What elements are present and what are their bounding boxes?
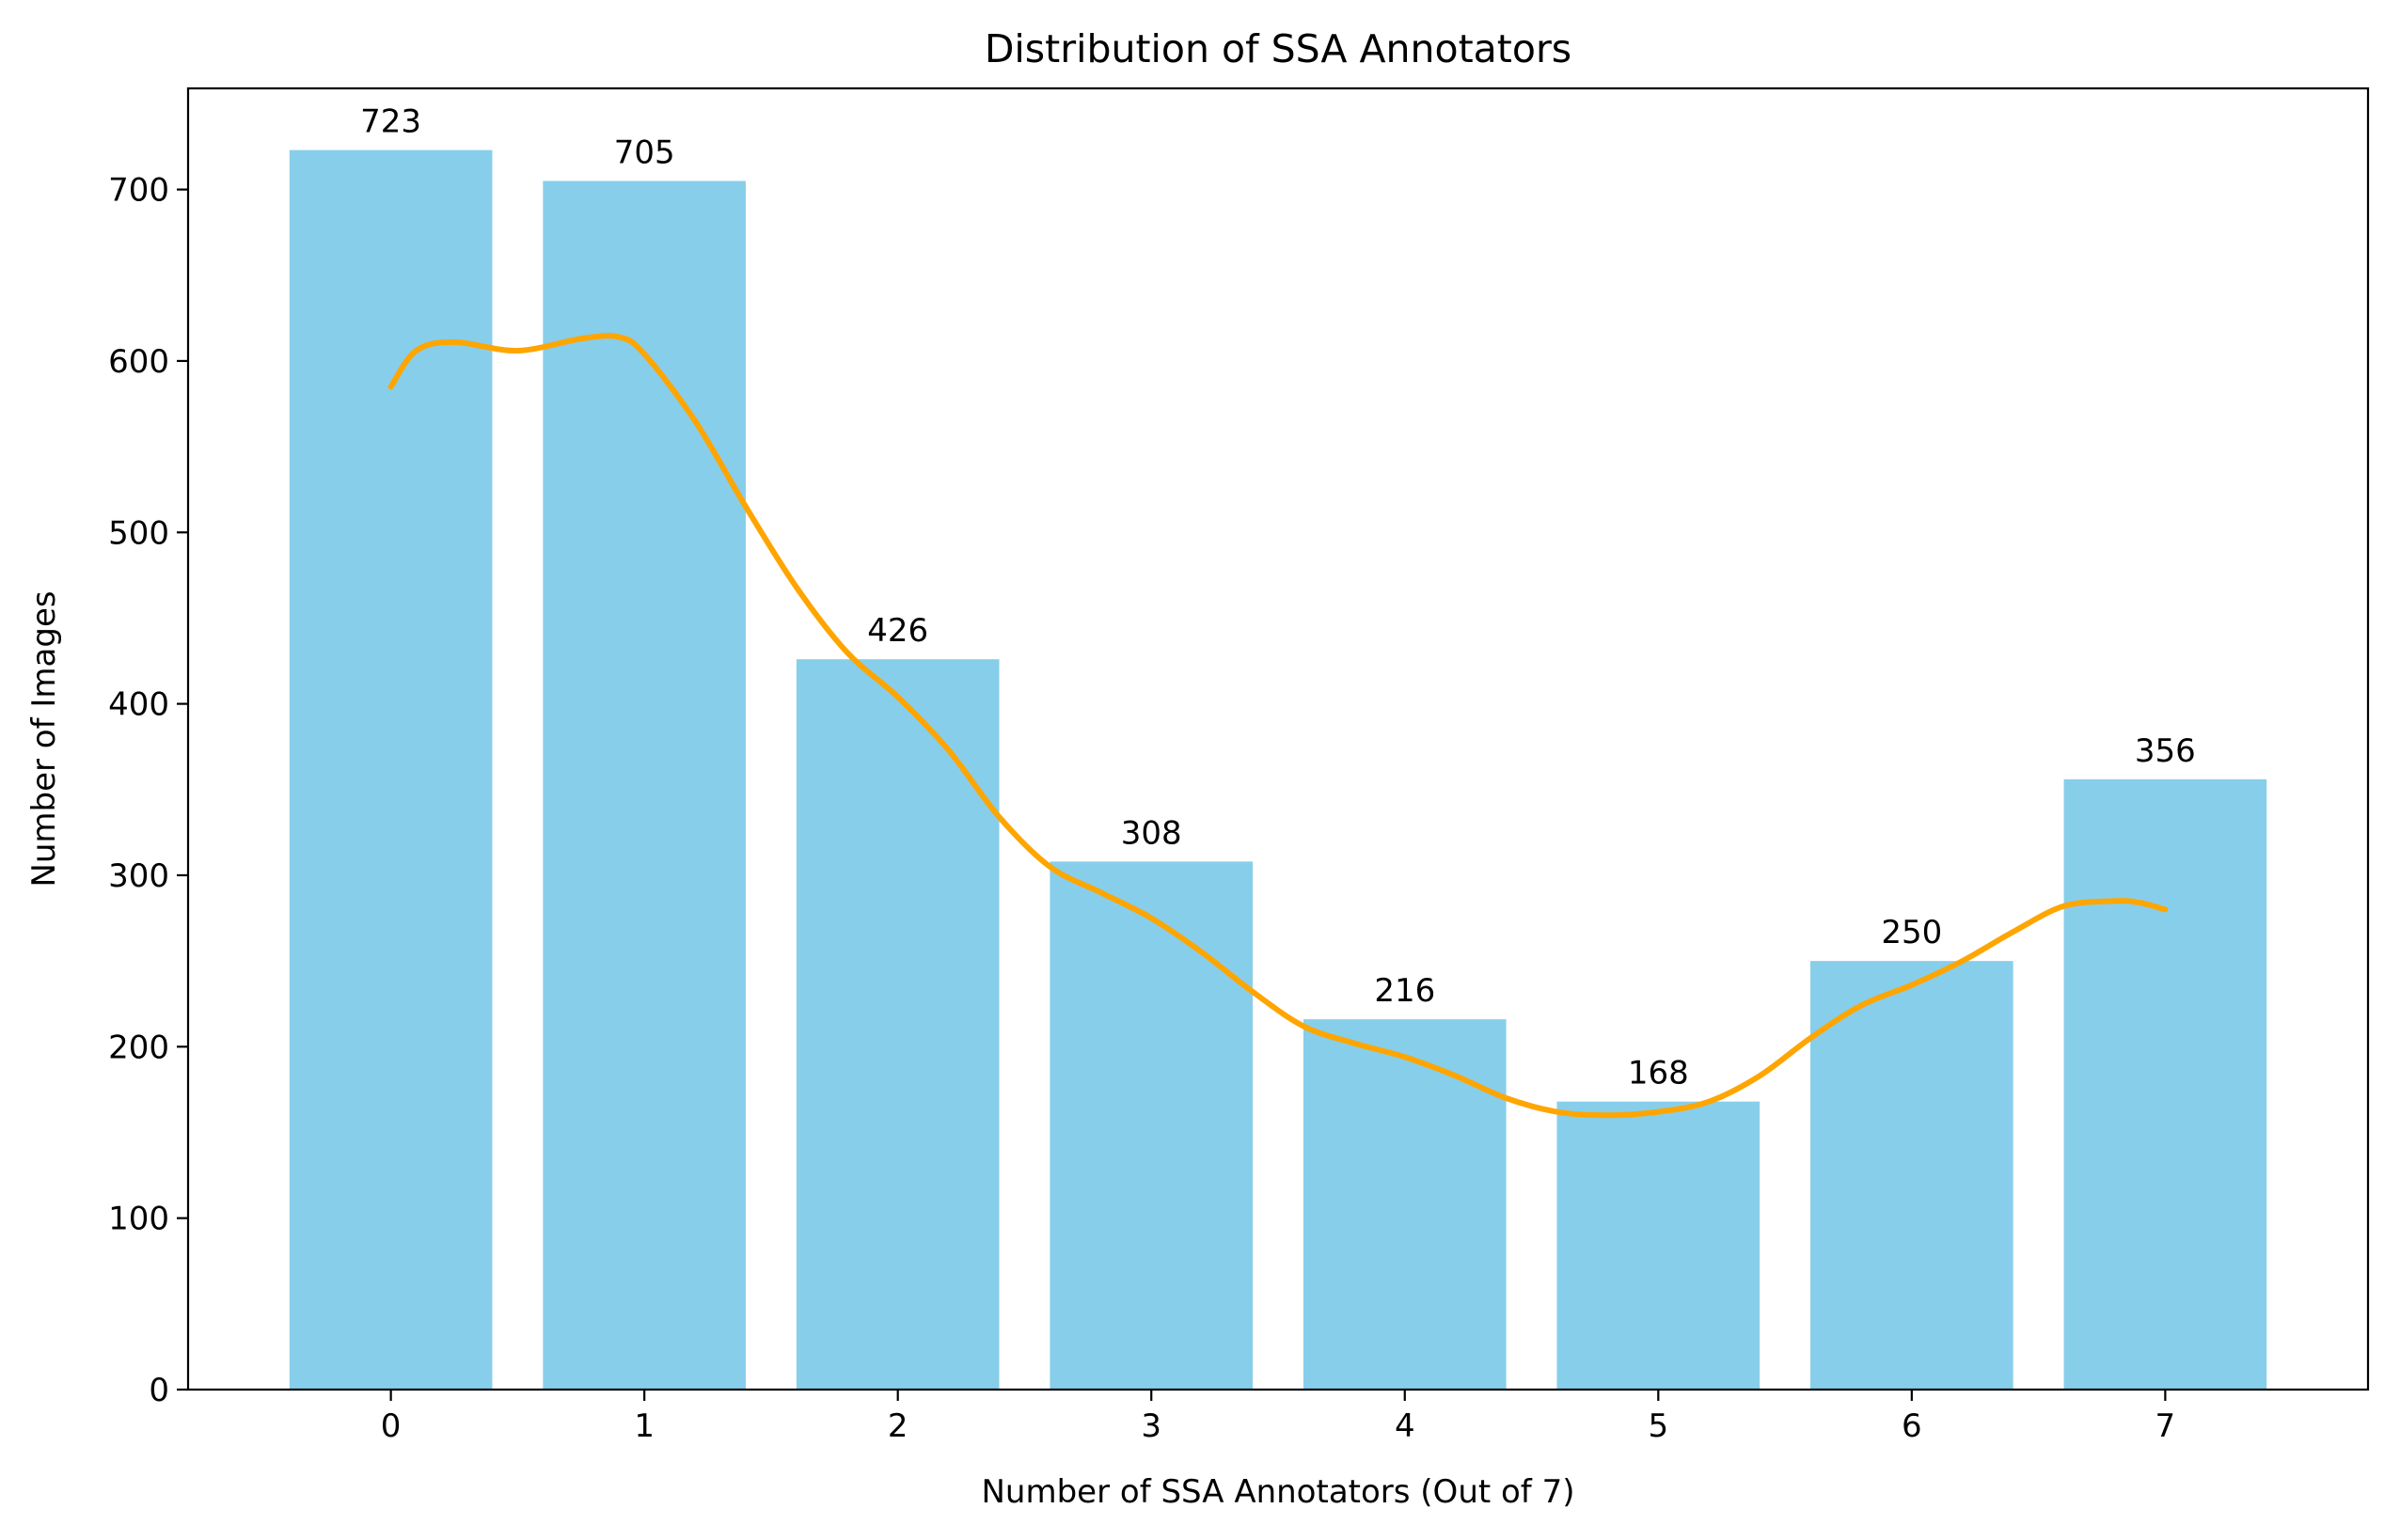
data-label-7: 356 bbox=[2135, 732, 2196, 770]
x-tick-label-0: 0 bbox=[381, 1407, 402, 1445]
bar-4 bbox=[1303, 1019, 1507, 1390]
y-tick-label-0: 0 bbox=[149, 1372, 169, 1409]
y-tick-label-600: 600 bbox=[108, 343, 169, 381]
plot-frame bbox=[186, 86, 2370, 1391]
data-label-5: 168 bbox=[1628, 1055, 1689, 1092]
x-tick-label-2: 2 bbox=[888, 1407, 908, 1445]
y-axis-label: Number of Images bbox=[25, 590, 63, 887]
x-axis-label: Number of SSA Annotators (Out of 7) bbox=[982, 1473, 1575, 1511]
y-tick-label-700: 700 bbox=[108, 172, 169, 210]
x-tick-label-7: 7 bbox=[2155, 1407, 2176, 1445]
y-ticks-group: 0 100 200 300 400 500 600 700 bbox=[108, 172, 188, 1409]
y-tick-label-100: 100 bbox=[108, 1201, 169, 1238]
x-tick-label-1: 1 bbox=[634, 1407, 655, 1445]
data-label-2: 426 bbox=[867, 612, 928, 650]
x-tick-label-4: 4 bbox=[1395, 1407, 1415, 1445]
bar-7 bbox=[2063, 778, 2267, 1390]
x-tick-label-3: 3 bbox=[1141, 1407, 1161, 1445]
data-label-0: 723 bbox=[360, 103, 421, 141]
data-label-6: 250 bbox=[1881, 914, 1942, 951]
curve-group bbox=[387, 333, 2169, 1119]
bar-6 bbox=[1810, 961, 2013, 1390]
data-label-3: 308 bbox=[1121, 814, 1182, 852]
bar-5 bbox=[1556, 1101, 1761, 1390]
bar-1 bbox=[543, 181, 746, 1391]
y-tick-label-400: 400 bbox=[108, 686, 169, 724]
x-ticks-group: 0 1 2 3 4 5 6 7 bbox=[381, 1390, 2175, 1445]
data-label-4: 216 bbox=[1374, 972, 1435, 1010]
data-label-1: 705 bbox=[614, 134, 675, 171]
y-tick-label-200: 200 bbox=[108, 1029, 169, 1066]
bar-0 bbox=[289, 149, 493, 1390]
y-tick-label-300: 300 bbox=[108, 857, 169, 895]
bar-3 bbox=[1050, 861, 1254, 1390]
y-tick-label-500: 500 bbox=[108, 514, 169, 552]
trend-curve-line bbox=[387, 333, 2169, 1119]
bar-2 bbox=[796, 659, 1000, 1390]
plot-area bbox=[188, 88, 2368, 1390]
chart-title: Distribution of SSA Annotators bbox=[985, 26, 1571, 71]
data-labels-group: 723 705 426 308 216 168 250 356 bbox=[360, 103, 2196, 1092]
bars-group bbox=[289, 149, 2267, 1391]
x-tick-label-5: 5 bbox=[1648, 1407, 1668, 1445]
x-tick-label-6: 6 bbox=[1902, 1407, 1922, 1445]
